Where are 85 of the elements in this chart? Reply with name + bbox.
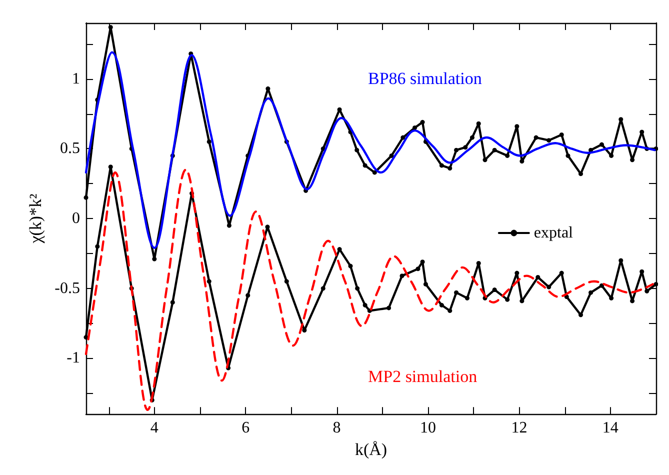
x-tick-label: 8 <box>332 420 341 437</box>
point <box>355 286 360 291</box>
point <box>630 298 635 304</box>
point <box>588 290 594 295</box>
point <box>618 117 624 122</box>
point <box>439 302 444 308</box>
point <box>416 266 420 272</box>
point <box>536 274 540 280</box>
y-tick-label: 0.5 <box>60 140 80 158</box>
point <box>559 132 564 137</box>
point <box>464 296 470 300</box>
y-tick-label: 0 <box>72 210 80 228</box>
point <box>476 261 481 266</box>
point <box>492 148 497 152</box>
point <box>246 293 250 298</box>
point <box>108 24 113 30</box>
point <box>505 297 510 302</box>
point <box>520 298 524 304</box>
point <box>412 126 418 130</box>
point <box>618 258 624 263</box>
point <box>476 121 481 126</box>
text: BP86 simulation <box>368 69 482 88</box>
x-tick-label: 10 <box>420 420 436 437</box>
x-axis-title: k(Å) <box>354 440 388 459</box>
point <box>463 145 468 150</box>
point <box>95 244 100 249</box>
point <box>420 260 425 264</box>
point <box>152 256 157 262</box>
point <box>520 159 524 164</box>
point <box>492 288 497 292</box>
y-tick-label: -1 <box>66 350 80 367</box>
point <box>354 148 360 152</box>
point <box>630 158 635 162</box>
x-tick-label: 14 <box>602 420 618 437</box>
point <box>372 170 377 175</box>
point <box>266 86 270 91</box>
y-tick-label: 1 <box>72 70 80 88</box>
point <box>362 302 368 308</box>
point <box>400 274 404 278</box>
point <box>320 286 326 291</box>
point <box>423 282 428 286</box>
point <box>420 120 425 124</box>
point <box>108 164 113 170</box>
point <box>439 163 444 168</box>
x-tick-label: 6 <box>242 420 250 437</box>
x-tick-label: 4 <box>150 420 158 437</box>
point <box>559 270 564 276</box>
point <box>470 135 474 140</box>
point <box>206 279 212 284</box>
point <box>448 308 452 313</box>
point <box>170 300 175 305</box>
point <box>534 135 538 140</box>
point <box>505 153 510 158</box>
y-tick-label: -0.5 <box>54 280 80 297</box>
x-tick-label: 12 <box>511 420 528 437</box>
point <box>599 142 604 147</box>
point <box>514 124 520 129</box>
point <box>599 283 604 288</box>
point <box>640 269 644 274</box>
point <box>386 306 392 310</box>
point <box>337 107 342 112</box>
point <box>546 138 552 143</box>
point <box>84 195 88 200</box>
point <box>206 139 212 144</box>
point <box>348 264 353 268</box>
point <box>454 290 459 295</box>
point <box>514 270 520 276</box>
point <box>454 148 459 152</box>
point <box>400 135 406 140</box>
point <box>226 223 232 228</box>
text: MP2 simulation <box>368 367 478 386</box>
point <box>566 153 570 158</box>
point <box>362 163 368 168</box>
point <box>578 312 584 318</box>
point <box>644 288 650 294</box>
point <box>640 130 644 134</box>
point <box>389 153 394 158</box>
legend-label: exptal <box>534 224 574 242</box>
point <box>302 328 307 333</box>
point <box>448 166 452 171</box>
point <box>284 279 289 284</box>
point <box>546 284 552 290</box>
point <box>654 282 658 286</box>
y-axis-title: χ(k)*k² <box>26 194 45 244</box>
point <box>482 158 488 162</box>
